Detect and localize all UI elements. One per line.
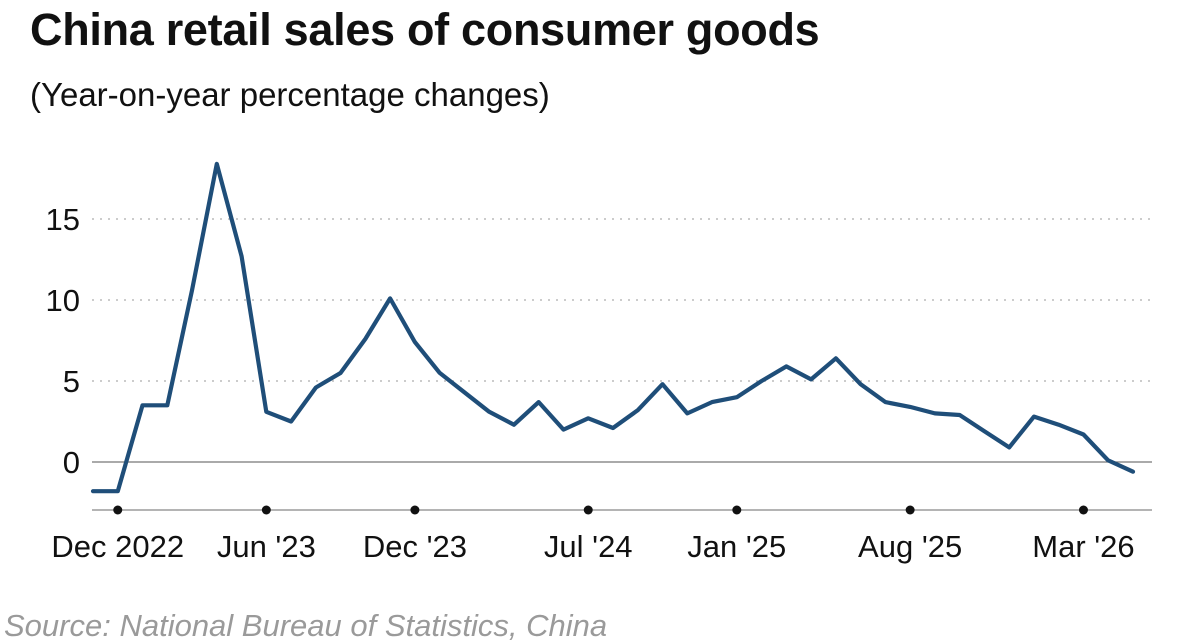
x-tick-mark [1078, 505, 1088, 515]
chart-subtitle: (Year-on-year percentage changes) [30, 76, 550, 113]
y-tick-label: 15 [46, 202, 80, 237]
y-tick-label: 5 [63, 364, 80, 399]
source-note: Source: National Bureau of Statistics, C… [4, 608, 608, 643]
chart-title: China retail sales of consumer goods [30, 4, 820, 55]
y-tick-label: 10 [46, 283, 80, 318]
x-tick-label: Jul '24 [544, 529, 633, 564]
x-tick-label: Jan '25 [687, 529, 786, 564]
x-tick-label: Dec 2022 [51, 529, 184, 564]
x-tick-label: Dec '23 [363, 529, 467, 564]
line-chart: 0 5 10 15 Dec 2022 Jun '23 Dec '23 Jul '24 Jan … [46, 161, 1152, 564]
x-tick-mark [732, 505, 742, 515]
series-layer [90, 161, 1136, 494]
x-tick-mark [261, 505, 271, 515]
x-tick-mark [905, 505, 915, 515]
x-tick-label: Aug '25 [858, 529, 962, 564]
series-line [90, 161, 1136, 494]
x-tick-label: Mar '26 [1032, 529, 1134, 564]
x-tick-label: Jun '23 [217, 529, 316, 564]
x-axis-tick-labels: Dec 2022 Jun '23 Dec '23 Jul '24 Jan '25 Aug … [51, 505, 1135, 564]
gridlines [92, 218, 1152, 463]
y-axis-tick-labels: 0 5 10 15 [46, 202, 80, 480]
x-tick-mark [113, 505, 123, 515]
x-tick-mark [410, 505, 420, 515]
x-tick-mark [583, 505, 593, 515]
y-tick-label: 0 [63, 445, 80, 480]
